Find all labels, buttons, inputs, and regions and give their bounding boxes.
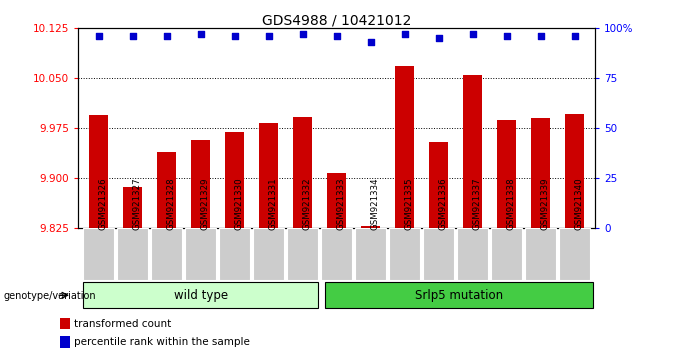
Bar [389, 228, 420, 280]
Bar [321, 228, 352, 280]
Text: GSM921335: GSM921335 [405, 177, 413, 230]
Bar [219, 228, 250, 280]
Bar [117, 228, 148, 280]
Bar [225, 132, 244, 228]
Bar [463, 75, 482, 228]
Text: Srlp5 mutation: Srlp5 mutation [415, 289, 503, 302]
Bar [123, 187, 142, 228]
Point [127, 34, 138, 39]
Point [433, 35, 444, 41]
Bar [559, 228, 590, 280]
Bar [355, 228, 386, 280]
Text: transformed count: transformed count [74, 319, 171, 329]
Text: genotype/variation: genotype/variation [3, 291, 96, 301]
Bar [491, 228, 522, 280]
Point [569, 34, 580, 39]
Text: GSM921332: GSM921332 [303, 177, 311, 230]
Point [297, 32, 308, 37]
Text: GSM921327: GSM921327 [133, 177, 141, 230]
Point [399, 32, 410, 37]
Text: GSM921326: GSM921326 [99, 177, 107, 230]
Bar [157, 152, 176, 228]
Point [331, 34, 342, 39]
Bar [327, 173, 346, 228]
Bar [61, 318, 70, 329]
Text: GSM921330: GSM921330 [235, 177, 243, 230]
Bar [525, 228, 556, 280]
Text: GSM921337: GSM921337 [473, 177, 481, 230]
Text: GSM921336: GSM921336 [439, 177, 447, 230]
Text: GSM921328: GSM921328 [167, 177, 175, 230]
Point [195, 32, 206, 37]
Point [501, 34, 512, 39]
Bar [61, 336, 70, 348]
Bar [423, 228, 454, 280]
Bar [287, 228, 318, 280]
Point [365, 40, 376, 45]
Bar [293, 117, 312, 228]
Title: GDS4988 / 10421012: GDS4988 / 10421012 [262, 13, 411, 27]
Point [467, 32, 478, 37]
Bar [259, 123, 278, 228]
Point [263, 34, 274, 39]
Bar [429, 142, 448, 228]
Bar [531, 118, 550, 228]
Bar [361, 226, 380, 228]
Text: GSM921339: GSM921339 [541, 177, 549, 230]
Text: GSM921333: GSM921333 [337, 177, 345, 230]
Text: GSM921340: GSM921340 [575, 177, 583, 230]
Bar [83, 228, 114, 280]
Text: GSM921331: GSM921331 [269, 177, 277, 230]
Text: GSM921334: GSM921334 [371, 177, 379, 230]
Bar [395, 66, 414, 228]
Bar [324, 282, 593, 308]
Text: GSM921338: GSM921338 [507, 177, 515, 230]
Bar [185, 228, 216, 280]
Point [161, 34, 172, 39]
Bar [89, 115, 108, 228]
Bar [253, 228, 284, 280]
Text: GSM921329: GSM921329 [201, 177, 209, 230]
Bar [83, 282, 318, 308]
Bar [565, 114, 584, 228]
Bar [191, 140, 210, 228]
Text: percentile rank within the sample: percentile rank within the sample [74, 337, 250, 347]
Point [93, 34, 104, 39]
Text: wild type: wild type [173, 289, 228, 302]
Bar [457, 228, 488, 280]
Point [229, 34, 240, 39]
Bar [151, 228, 182, 280]
Point [535, 34, 546, 39]
Bar [497, 120, 516, 228]
